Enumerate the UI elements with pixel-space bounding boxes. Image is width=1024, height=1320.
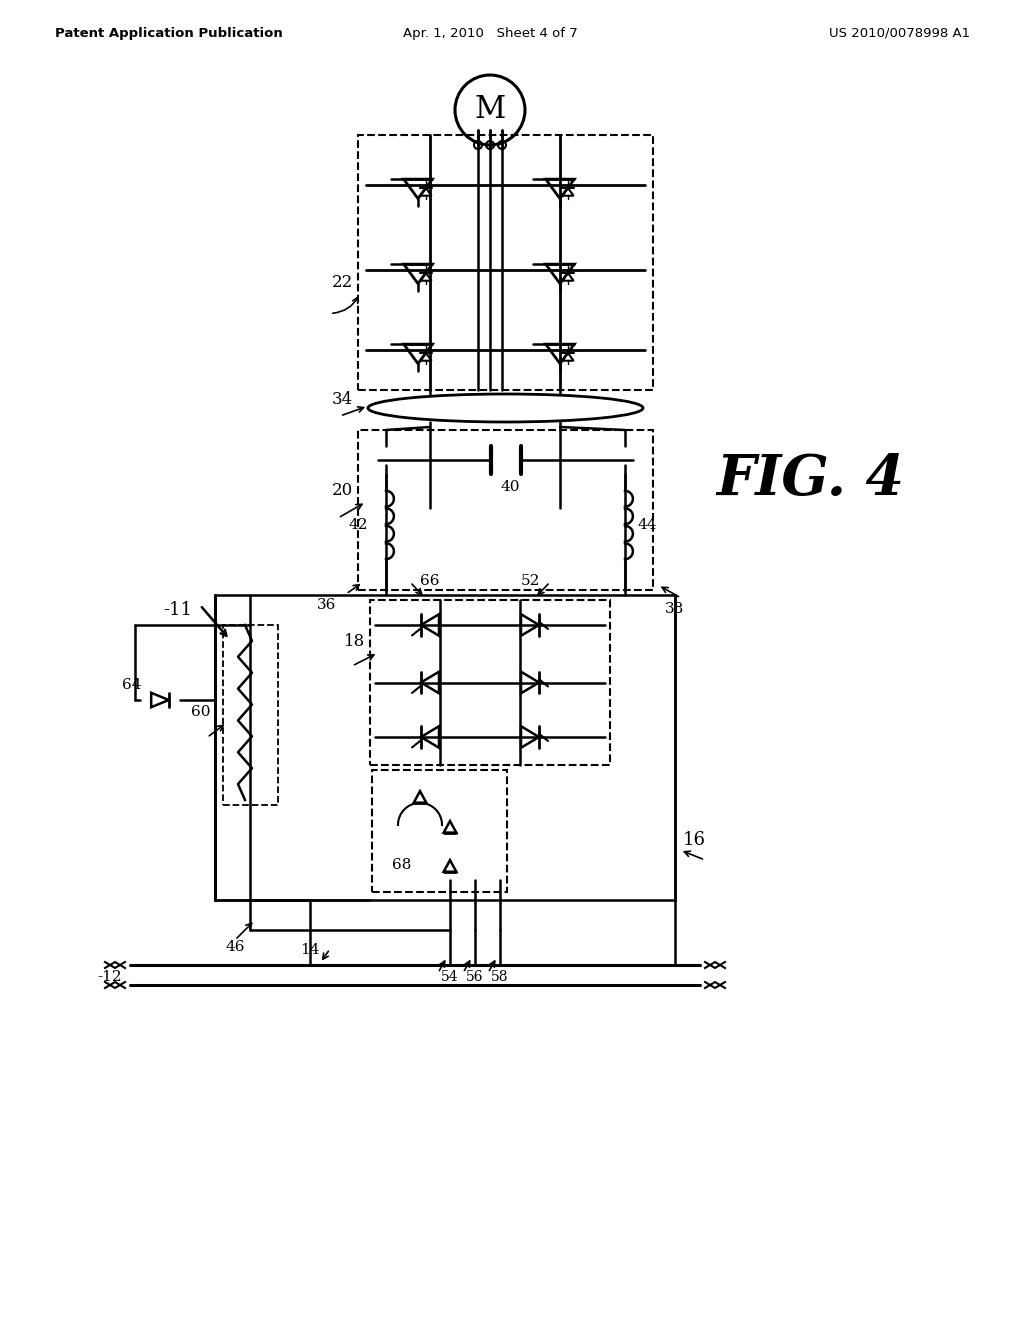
Bar xyxy=(215,595,675,900)
Text: M: M xyxy=(474,95,506,125)
Text: 64: 64 xyxy=(122,678,141,692)
Text: 40: 40 xyxy=(501,480,520,494)
Bar xyxy=(370,601,610,766)
Text: 42: 42 xyxy=(348,517,368,532)
Text: 22: 22 xyxy=(332,275,353,292)
Text: FIG. 4: FIG. 4 xyxy=(716,453,904,507)
Text: 44: 44 xyxy=(637,517,656,532)
Text: Patent Application Publication: Patent Application Publication xyxy=(55,26,283,40)
Text: 56: 56 xyxy=(466,970,483,983)
Text: 52: 52 xyxy=(520,574,540,587)
Text: 18: 18 xyxy=(344,632,365,649)
Text: 46: 46 xyxy=(225,940,245,954)
Bar xyxy=(358,430,653,590)
Bar xyxy=(223,624,278,805)
Bar xyxy=(358,135,653,389)
Text: 66: 66 xyxy=(420,574,439,587)
Text: 54: 54 xyxy=(441,970,459,983)
Text: -12: -12 xyxy=(97,970,122,983)
Text: Apr. 1, 2010   Sheet 4 of 7: Apr. 1, 2010 Sheet 4 of 7 xyxy=(402,26,578,40)
Text: 38: 38 xyxy=(665,602,684,616)
Text: 58: 58 xyxy=(492,970,509,983)
Bar xyxy=(372,770,507,892)
Text: -11: -11 xyxy=(163,601,193,619)
Text: 36: 36 xyxy=(316,598,336,612)
Text: 14: 14 xyxy=(300,942,319,957)
Text: 20: 20 xyxy=(332,482,353,499)
Text: 16: 16 xyxy=(683,832,706,849)
Text: US 2010/0078998 A1: US 2010/0078998 A1 xyxy=(828,26,970,40)
Text: 60: 60 xyxy=(190,705,210,719)
Text: 34: 34 xyxy=(332,392,353,408)
Text: 68: 68 xyxy=(392,858,412,873)
